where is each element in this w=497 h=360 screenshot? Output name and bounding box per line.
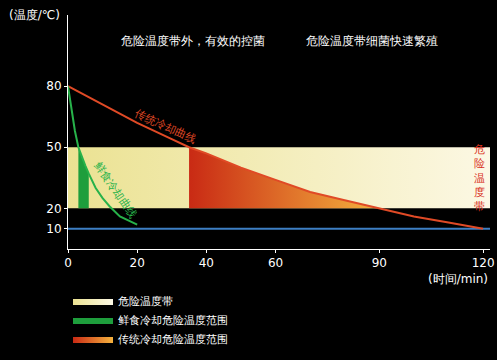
svg-text:危险温度带细菌快速繁殖: 危险温度带细菌快速繁殖 <box>306 34 438 48</box>
svg-text:20: 20 <box>46 202 61 216</box>
svg-text:20: 20 <box>130 256 145 270</box>
svg-text:鲜食冷却曲线: 鲜食冷却曲线 <box>91 159 139 221</box>
svg-text:(温度/℃): (温度/℃) <box>9 8 60 22</box>
svg-text:40: 40 <box>199 256 214 270</box>
svg-text:90: 90 <box>372 256 387 270</box>
svg-text:(时间/min): (时间/min) <box>428 272 488 286</box>
svg-text:10: 10 <box>46 222 61 236</box>
svg-text:80: 80 <box>46 79 61 93</box>
svg-text:传统冷却曲线: 传统冷却曲线 <box>132 107 198 146</box>
svg-text:60: 60 <box>268 256 283 270</box>
svg-text:危险温度带: 危险温度带 <box>474 143 485 213</box>
svg-text:传统冷却危险温度范围: 传统冷却危险温度范围 <box>118 333 228 346</box>
svg-text:120: 120 <box>472 256 495 270</box>
svg-text:50: 50 <box>46 140 61 154</box>
svg-text:鲜食冷却危险温度范围: 鲜食冷却危险温度范围 <box>118 314 228 327</box>
svg-text:危险温度带: 危险温度带 <box>118 295 173 308</box>
svg-text:0: 0 <box>64 256 72 270</box>
svg-text:危险温度带外，有效的控菌: 危险温度带外，有效的控菌 <box>121 34 265 48</box>
